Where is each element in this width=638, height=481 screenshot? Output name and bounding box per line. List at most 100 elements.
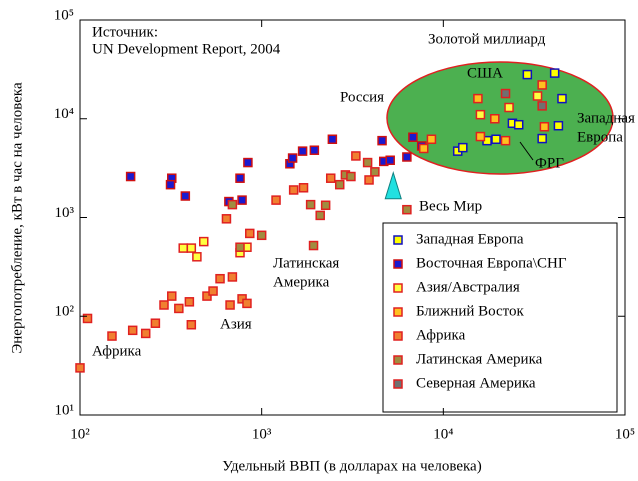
data-point	[82, 313, 93, 324]
data-point	[475, 131, 486, 142]
data-point	[107, 331, 117, 341]
frg-label: ФРГ	[535, 155, 564, 171]
africa-label: Африка	[92, 343, 142, 359]
y-axis-label: Энергопотребление, кВт в час на человека	[9, 82, 25, 354]
russia-label: Россия	[340, 89, 384, 105]
data-point	[418, 143, 429, 154]
data-point	[287, 153, 298, 163]
legend-marker	[393, 307, 403, 317]
data-point	[513, 119, 524, 130]
data-point	[237, 195, 247, 205]
marks	[75, 68, 567, 373]
data-point	[504, 102, 514, 113]
data-point	[221, 214, 232, 224]
data-point	[325, 173, 336, 183]
data-point	[186, 320, 197, 330]
data-point	[539, 121, 550, 132]
data-point	[140, 328, 151, 339]
data-point	[309, 145, 320, 155]
data-point	[522, 69, 533, 80]
legend-label: Северная Америка	[416, 375, 536, 391]
data-point	[125, 171, 136, 182]
data-point	[242, 298, 252, 309]
legend-entries: Западная Европа Восточная Европа\СНГ Азия/…	[393, 231, 567, 391]
x-tick-label: 10²	[70, 426, 90, 442]
data-point	[150, 318, 161, 328]
legend-marker	[393, 331, 403, 341]
data-point	[202, 291, 212, 301]
data-point	[235, 173, 245, 183]
data-point	[165, 179, 176, 190]
data-point	[532, 91, 543, 101]
data-point	[75, 363, 85, 373]
data-point	[426, 134, 437, 145]
data-point	[227, 272, 238, 282]
y-tick-label: 10¹	[55, 402, 75, 418]
data-point	[377, 135, 387, 146]
data-point	[298, 183, 309, 193]
data-point	[243, 157, 253, 168]
western-europe-label: Европа	[577, 129, 623, 145]
y-tick-label: 10⁵	[54, 7, 74, 23]
x-tick-label: 10⁴	[433, 426, 453, 442]
data-point	[351, 151, 361, 161]
legend-marker	[393, 235, 403, 245]
data-point	[235, 242, 245, 252]
data-point	[500, 135, 511, 146]
data-point	[127, 325, 138, 336]
data-point	[297, 146, 308, 156]
data-point	[308, 240, 319, 251]
usa-label: США	[467, 65, 503, 81]
source-text: UN Development Report, 2004	[92, 41, 281, 57]
data-point	[500, 88, 511, 99]
data-point	[362, 157, 373, 168]
world-point	[384, 171, 402, 200]
data-point	[186, 243, 197, 253]
data-point	[315, 210, 325, 221]
data-point	[557, 93, 567, 104]
data-point	[184, 297, 195, 307]
data-point	[473, 93, 483, 104]
data-point	[327, 134, 338, 145]
data-point	[199, 236, 209, 247]
data-point	[178, 243, 188, 253]
data-point	[245, 228, 255, 239]
data-point	[334, 179, 345, 190]
data-point	[167, 291, 177, 301]
legend-label: Восточная Европа\СНГ	[416, 255, 567, 271]
legend	[382, 222, 618, 413]
data-point	[537, 101, 547, 111]
data-point	[225, 300, 235, 310]
western-europe-label: Западная	[577, 110, 635, 126]
data-point	[553, 120, 564, 131]
latin-america-label: Америка	[273, 274, 330, 290]
legend-label: Азия/Австралия	[416, 279, 520, 295]
data-point	[305, 199, 316, 210]
y-tick-label: 10³	[55, 205, 75, 221]
legend-label: Западная Европа	[416, 231, 524, 247]
asia-label: Азия	[220, 316, 252, 332]
legend-label: Ближний Восток	[416, 303, 525, 319]
legend-marker	[393, 379, 403, 389]
data-point	[288, 185, 299, 195]
legend-label: Африка	[416, 327, 466, 343]
data-point	[215, 273, 225, 284]
world-label: Весь Мир	[419, 198, 482, 214]
legend-marker	[393, 355, 403, 365]
data-point	[385, 155, 395, 165]
data-point	[402, 152, 412, 162]
frg-pointer	[519, 141, 534, 161]
legend-label: Латинская Америка	[416, 351, 543, 367]
data-point	[256, 230, 267, 241]
data-point	[346, 171, 356, 182]
data-point	[271, 195, 281, 205]
x-tick-label: 10³	[252, 426, 272, 442]
data-point	[159, 300, 169, 310]
data-point	[402, 204, 412, 215]
y-tick-label: 10²	[55, 304, 75, 320]
data-point	[174, 303, 184, 314]
data-point	[227, 199, 238, 210]
data-point	[537, 133, 547, 144]
data-point	[491, 134, 501, 145]
